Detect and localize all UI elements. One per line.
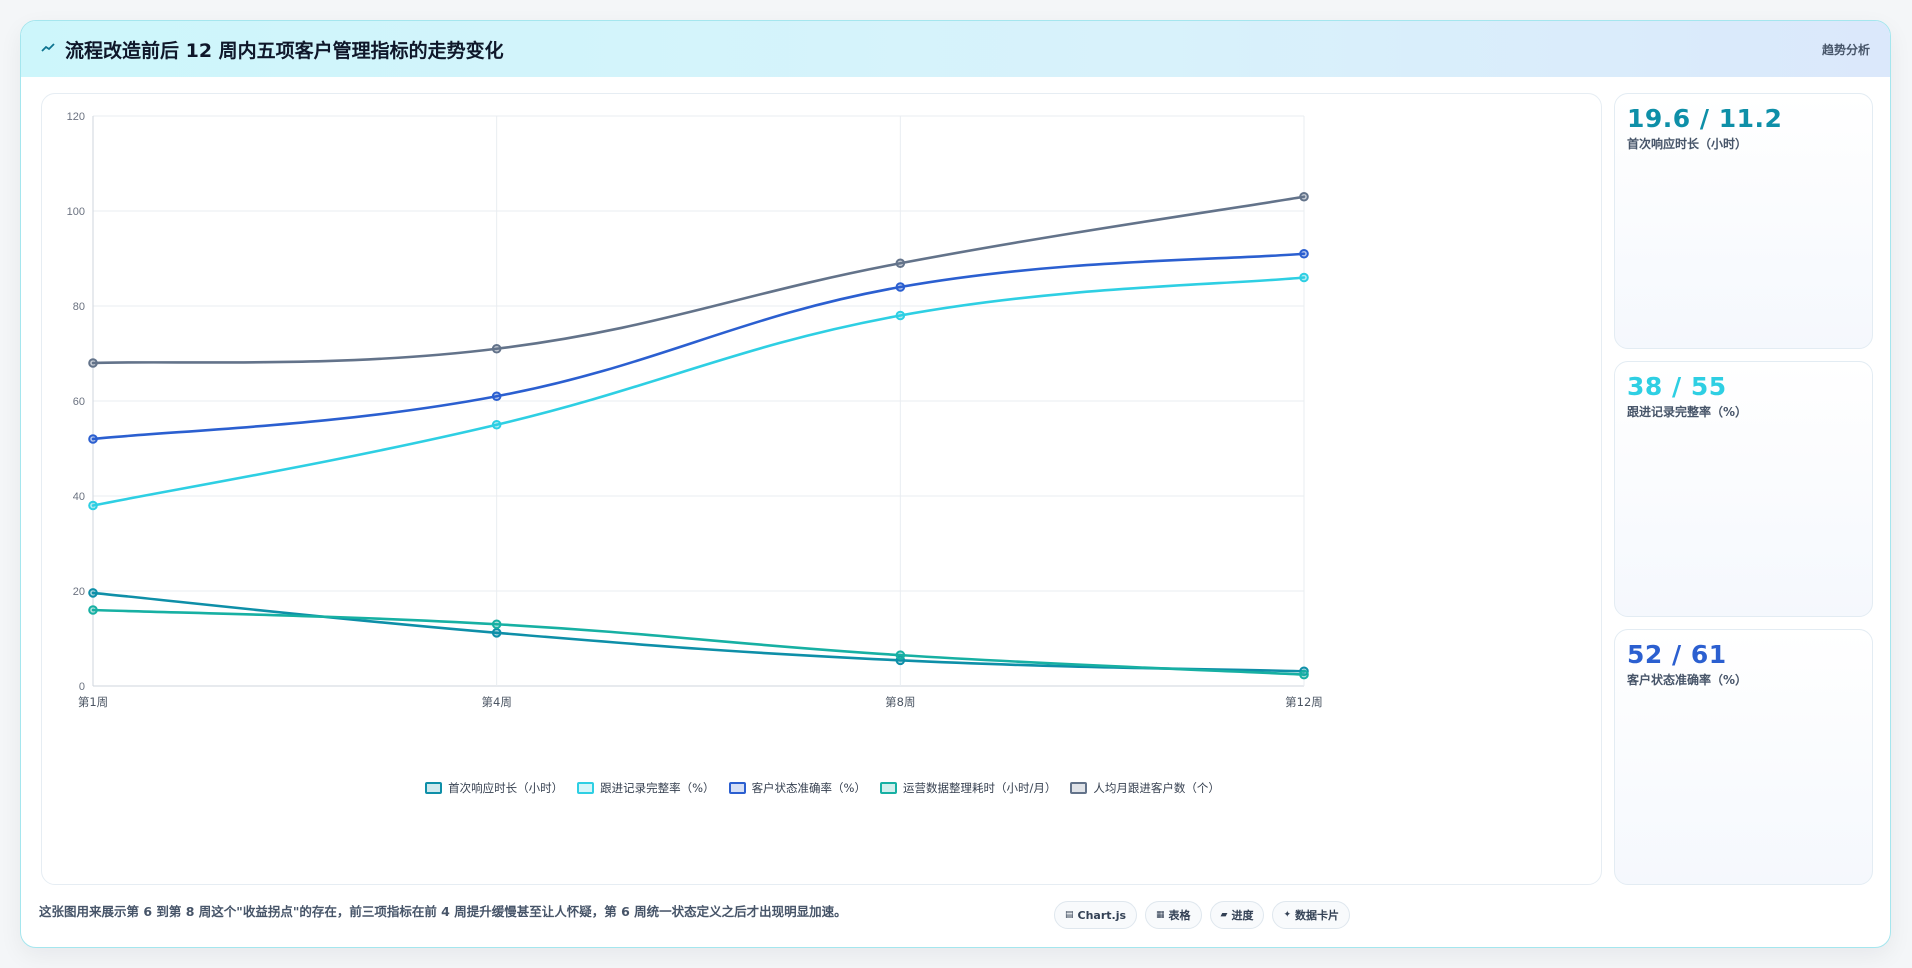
chip-label: 进度 [1231, 909, 1254, 922]
data-point [1299, 272, 1309, 283]
chip-label: Chart.js [1077, 908, 1127, 922]
legend-swatch [425, 782, 443, 794]
stat-label: 跟进记录完整率（%） [1627, 405, 1748, 419]
data-point [491, 343, 502, 354]
chip-label: 表格 [1168, 909, 1191, 922]
legend-swatch [1070, 782, 1088, 794]
legend-label: 客户状态准确率（%） [751, 781, 866, 795]
data-point [88, 588, 98, 598]
data-point [88, 358, 98, 368]
y-tick-label: 0 [79, 681, 85, 693]
data-point [88, 605, 98, 615]
legend-swatch [577, 782, 595, 794]
stat-label: 首次响应时长（小时） [1627, 137, 1748, 151]
y-tick-label: 60 [73, 396, 85, 408]
chart-title: 流程改造前后 12 周内五项客户管理指标的走势变化 [65, 39, 504, 62]
trend-analysis-tag: 趋势分析 [1821, 42, 1870, 57]
stat-value: 52 / 61 [1627, 640, 1727, 669]
data-point [88, 500, 98, 511]
table-icon: ▦ [1156, 910, 1165, 920]
chip-card[interactable]: ✦ 数据卡片 [1272, 901, 1351, 929]
stat-card-status-accuracy: 52 / 61 客户状态准确率（%） [1614, 629, 1873, 885]
series-line-0 [91, 591, 1306, 673]
chip-chart[interactable]: ▤ Chart.js [1054, 901, 1138, 929]
footer-note: 这张图用来展示第 6 到第 8 周这个"收益拐点"的存在，前三项指标在前 4 周… [39, 904, 847, 919]
y-tick-label: 100 [67, 206, 85, 218]
legend-label: 首次响应时长（小时） [448, 781, 564, 795]
chart-legend: 首次响应时长（小时） 跟进记录完整率（%） 客户状态准确率（%） 运营数据整理耗时（小… [42, 780, 1603, 796]
y-tick-label: 20 [73, 586, 85, 598]
data-point [895, 310, 906, 321]
legend-item[interactable]: 首次响应时长（小时） [425, 780, 563, 796]
legend-label: 跟进记录完整率（%） [600, 781, 715, 795]
legend-label: 人均月跟进客户数（个） [1093, 781, 1220, 795]
x-tick-label: 第8周 [885, 695, 915, 709]
card-header: 流程改造前后 12 周内五项客户管理指标的走势变化 趋势分析 [21, 21, 1890, 77]
stat-label: 客户状态准确率（%） [1627, 673, 1748, 687]
x-tick-label: 第4周 [482, 695, 512, 709]
series-line-1 [91, 276, 1306, 507]
legend-label: 运营数据整理耗时（小时/月） [903, 781, 1057, 795]
chart-icon: ▤ [1065, 910, 1074, 920]
line-chart: 0 20 40 60 80 100 120 第1周 第4周 第8周 第12周 [67, 111, 1323, 709]
legend-item[interactable]: 运营数据整理耗时（小时/月） [880, 780, 1056, 796]
y-tick-label: 80 [73, 301, 85, 313]
series-line-3 [91, 608, 1306, 676]
stat-value: 19.6 / 11.2 [1627, 104, 1783, 133]
chip-label: 数据卡片 [1295, 909, 1340, 922]
stat-value: 38 / 55 [1627, 372, 1727, 401]
stat-cards: 19.6 / 11.2 首次响应时长（小时） 38 / 55 跟进记录完整率（%… [1614, 93, 1873, 885]
legend-item[interactable]: 跟进记录完整率（%） [577, 780, 715, 796]
data-point [895, 258, 906, 269]
data-point [88, 434, 98, 444]
legend-swatch [728, 782, 746, 794]
data-point [895, 650, 906, 660]
data-point [491, 419, 502, 430]
stat-card-response-time: 19.6 / 11.2 首次响应时长（小时） [1614, 93, 1873, 349]
footer-chips: ▤ Chart.js ▦ 表格 ▰ 进度 ✦ 数据卡片 [1054, 901, 1351, 929]
legend-swatch [880, 782, 897, 794]
chart-panel: 0 20 40 60 80 100 120 第1周 第4周 第8周 第12周 首次响应时长（小时） 跟… [41, 93, 1602, 885]
chip-table[interactable]: ▦ 表格 [1145, 901, 1202, 929]
legend-item[interactable]: 客户状态准确率（%） [728, 780, 866, 796]
card-icon: ✦ [1283, 910, 1292, 920]
chart-card: 流程改造前后 12 周内五项客户管理指标的走势变化 趋势分析 0 20 40 60 80… [20, 20, 1891, 948]
stat-card-record-completeness: 38 / 55 跟进记录完整率（%） [1614, 361, 1873, 617]
x-tick-label: 第12周 [1285, 695, 1323, 709]
data-point [491, 619, 502, 630]
series-line-4 [91, 195, 1306, 365]
trend-line-icon [41, 41, 55, 57]
data-point [491, 391, 502, 402]
legend-item[interactable]: 人均月跟进客户数（个） [1070, 780, 1220, 796]
x-tick-label: 第1周 [78, 695, 108, 709]
title-wrap: 流程改造前后 12 周内五项客户管理指标的走势变化 [41, 36, 504, 63]
data-point [895, 282, 906, 292]
data-point [1299, 669, 1309, 680]
data-point [1299, 191, 1309, 202]
chip-progress[interactable]: ▰ 进度 [1209, 901, 1265, 929]
data-point [491, 628, 502, 638]
y-tick-label: 40 [73, 491, 85, 503]
y-tick-label: 120 [67, 111, 85, 123]
data-point [1299, 248, 1309, 259]
progress-icon: ▰ [1220, 910, 1228, 920]
series-line-2 [91, 252, 1306, 441]
